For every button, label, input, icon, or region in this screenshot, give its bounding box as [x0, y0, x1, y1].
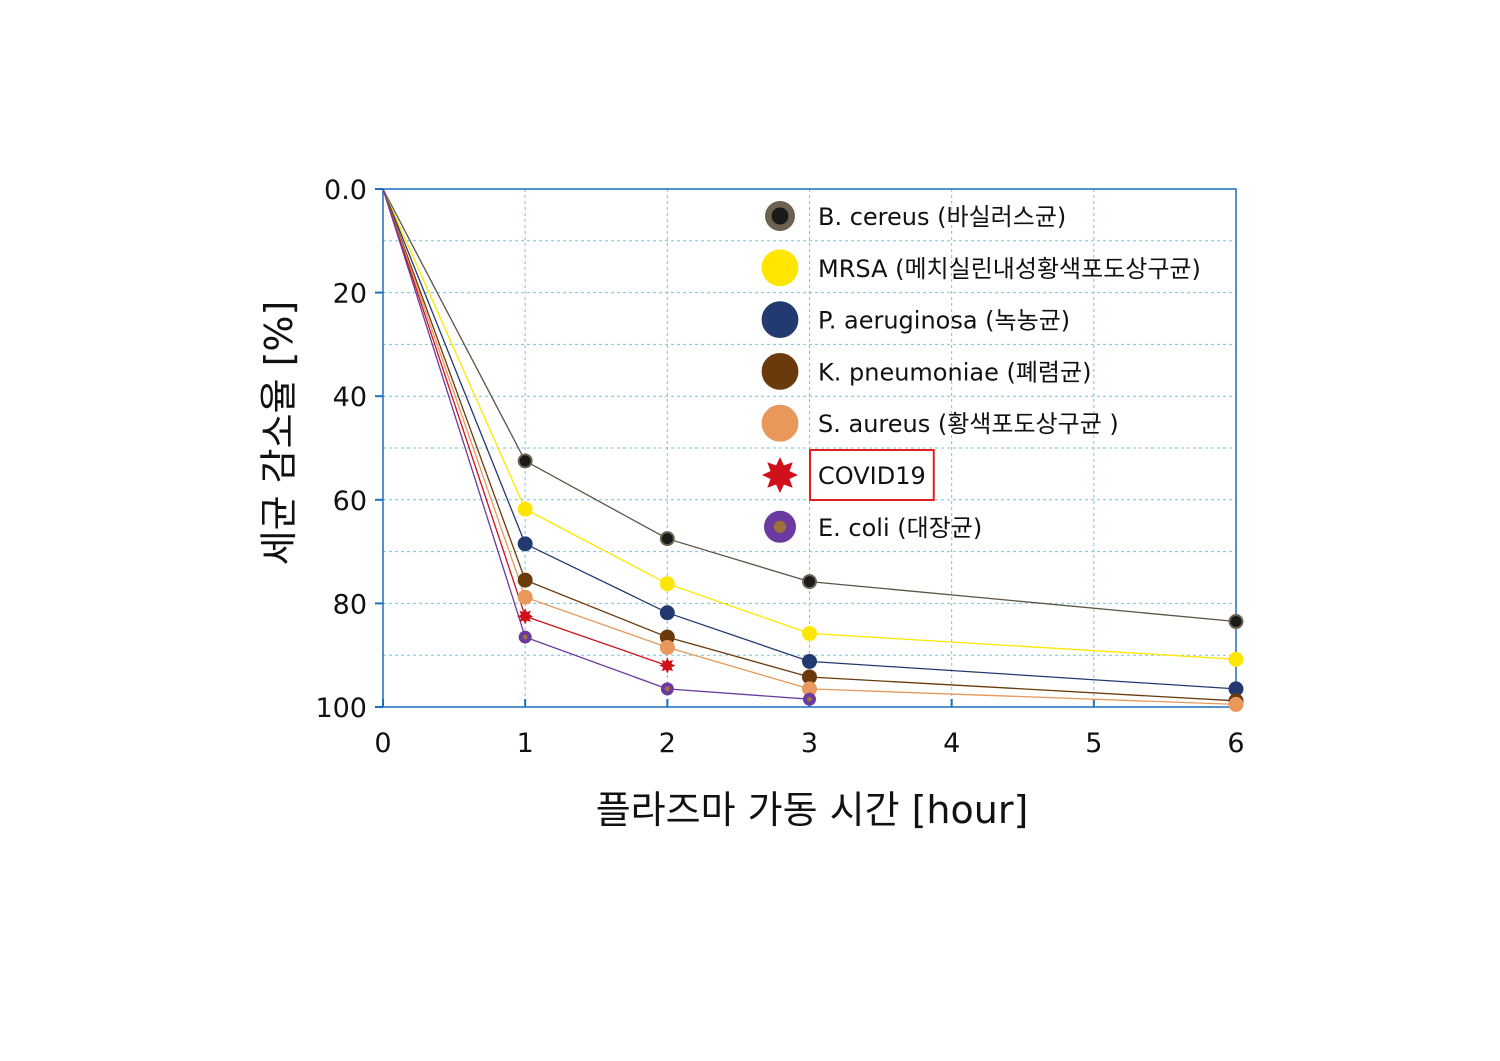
x-tick-label: 3	[801, 728, 818, 759]
x-tick-label: 2	[659, 728, 676, 759]
tick-labels: 0 1 2 3 4 5 6 0.0 20 40 60 80 100	[315, 175, 1244, 759]
legend-marker-center	[771, 207, 789, 225]
series-markers	[517, 453, 1244, 712]
data-point-series-1	[1228, 614, 1244, 630]
legend-highlight-box	[809, 449, 935, 501]
data-point-series-2	[1228, 651, 1244, 667]
data-point-series-2	[802, 625, 817, 641]
legend-label: COVID19	[818, 462, 926, 490]
data-point-series-5	[659, 639, 675, 655]
data-point-series-2	[517, 501, 533, 517]
data-point-series-5	[517, 589, 533, 605]
legend-item: P. aeruginosa (녹농균)	[761, 301, 1070, 339]
legend-marker	[761, 249, 799, 287]
y-tick-label: 20	[333, 279, 367, 310]
legend-item: MRSA (메치실린내성황색포도상구균)	[761, 249, 1201, 287]
legend-label: P. aeruginosa (녹농균)	[818, 307, 1070, 335]
y-axis-title: 세균 감소율 [%]	[257, 301, 301, 566]
x-tick-label: 0	[374, 728, 391, 759]
data-point-series-7-center	[664, 686, 670, 692]
data-point-series-3	[802, 653, 817, 669]
data-point-series-5	[1228, 696, 1244, 712]
legend-marker	[761, 404, 799, 442]
data-point-series-7-center	[807, 696, 812, 702]
data-point-series-3	[659, 605, 675, 621]
data-point-series-1	[517, 453, 533, 469]
data-point-series-7-center	[522, 634, 528, 640]
x-axis-title: 플라즈마 가동 시간 [hour]	[596, 788, 1029, 832]
legend-item: S. aureus (황색포도상구균 )	[761, 404, 1119, 442]
data-point-series-6	[659, 657, 676, 674]
legend-label: S. aureus (황색포도상구균 )	[818, 410, 1119, 438]
legend-item: E. coli (대장균)	[764, 510, 982, 543]
data-point-series-6	[517, 608, 534, 625]
legend-label: K. pneumoniae (폐렴균)	[818, 358, 1091, 386]
data-point-series-1	[659, 531, 675, 547]
x-tick-label: 4	[943, 728, 960, 759]
legend-item: B. cereus (바실러스균)	[765, 201, 1066, 231]
legend-marker-center	[773, 520, 787, 533]
legend-marker	[761, 301, 799, 339]
legend-item: COVID19	[762, 449, 935, 501]
data-point-series-4	[517, 572, 533, 588]
y-tick-label: 100	[315, 693, 367, 724]
legend-marker	[761, 352, 799, 390]
y-tick-label: 60	[333, 486, 367, 517]
data-point-series-1	[802, 574, 817, 590]
legend-label: E. coli (대장균)	[818, 514, 982, 542]
legend-label: MRSA (메치실린내성황색포도상구균)	[818, 255, 1201, 283]
x-tick-label: 1	[517, 728, 534, 759]
x-tick-label: 6	[1227, 728, 1244, 759]
legend-label: B. cereus (바실러스균)	[818, 203, 1066, 231]
x-tick-label: 5	[1085, 728, 1102, 759]
data-point-series-2	[659, 576, 675, 592]
series-line-7	[382, 188, 810, 700]
data-point-series-3	[517, 536, 533, 552]
y-tick-label: 0.0	[324, 175, 367, 206]
y-tick-label: 80	[333, 589, 367, 620]
legend-item: K. pneumoniae (폐렴균)	[761, 352, 1091, 390]
legend: B. cereus (바실러스균) MRSA (메치실린내성황색포도상구균) P. …	[761, 201, 1201, 543]
legend-marker	[762, 457, 798, 493]
y-tick-label: 40	[333, 382, 367, 413]
